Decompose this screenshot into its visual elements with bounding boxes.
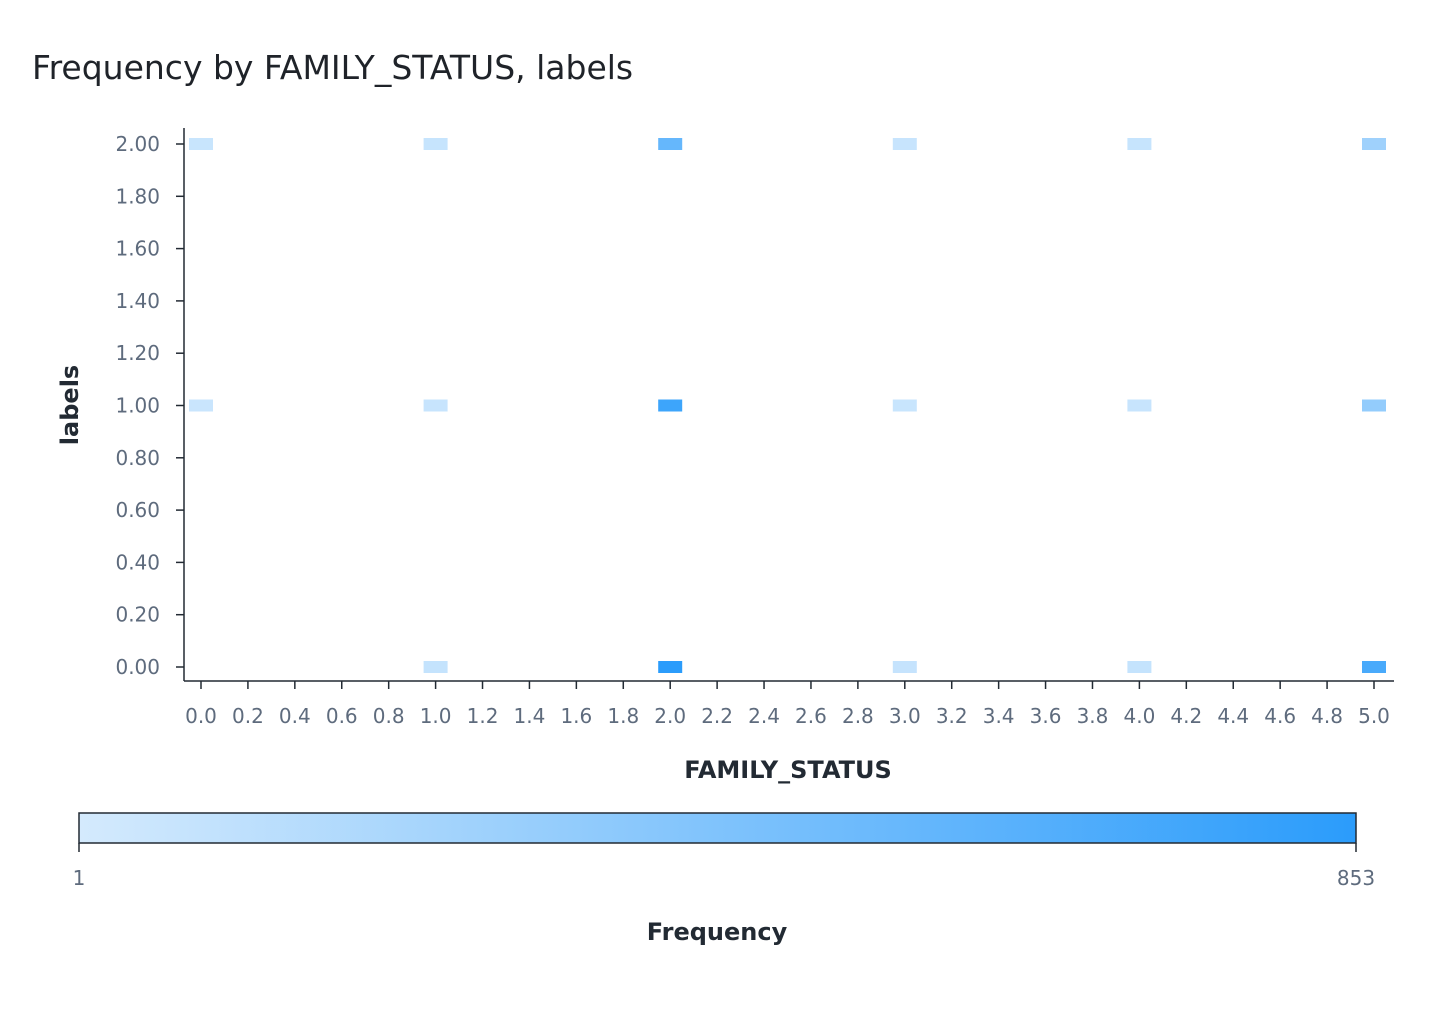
colorbar-gradient	[78, 812, 1357, 844]
heatmap-cell	[892, 399, 917, 412]
y-tick-label: 0.80	[115, 446, 160, 470]
heatmap-cell	[1362, 399, 1386, 412]
heatmap-cell	[1362, 661, 1386, 673]
x-tick-label: 4.8	[1311, 704, 1343, 728]
y-tick-label: 1.00	[115, 394, 160, 418]
x-tick-label: 4.4	[1217, 704, 1249, 728]
heatmap-cell	[892, 138, 917, 150]
x-tick-label: 0.8	[373, 704, 405, 728]
x-tick-label: 3.6	[1030, 704, 1062, 728]
heatmap-cell	[892, 661, 917, 673]
colorbar-legend: 1 853 Frequency	[73, 812, 1375, 946]
heatmap-cell	[189, 399, 213, 412]
axes: 0.0 0.2 0.4 0.6 0.8 1.0 1.2 1.4 1.6 1.8 2.0 2.2 2.4 2…	[115, 128, 1394, 728]
chart-title: Frequency by FAMILY_STATUS, labels	[32, 48, 634, 87]
heatmap-cell	[658, 399, 683, 412]
x-tick-label: 1.2	[467, 704, 499, 728]
colorbar-min-label: 1	[73, 866, 86, 890]
y-tick-label: 0.00	[115, 655, 160, 679]
x-tick-label: 0.0	[185, 704, 217, 728]
x-tick-label: 2.0	[654, 704, 686, 728]
x-tick-label: 1.0	[420, 704, 452, 728]
x-tick-label: 2.4	[748, 704, 780, 728]
y-tick-label: 2.00	[115, 132, 160, 156]
heatmap-cell	[1362, 138, 1386, 150]
x-tick-label: 3.4	[983, 704, 1015, 728]
y-tick-label: 0.60	[115, 498, 160, 522]
y-axis-title: labels	[56, 365, 84, 445]
x-tick-label: 1.6	[560, 704, 592, 728]
x-tick-label: 2.2	[701, 704, 733, 728]
colorbar-max-label: 853	[1337, 866, 1375, 890]
heatmap-cell	[658, 138, 683, 150]
heatmap-cell	[1127, 661, 1152, 673]
x-tick-label: 0.4	[279, 704, 311, 728]
x-axis-title: FAMILY_STATUS	[684, 756, 892, 784]
heatmap-cell	[189, 138, 213, 150]
y-tick-label: 1.40	[115, 289, 160, 313]
colorbar-title: Frequency	[647, 918, 788, 946]
x-tick-label: 3.2	[936, 704, 968, 728]
heatmap-cell	[423, 661, 448, 673]
x-tick-label: 0.6	[326, 704, 358, 728]
heatmap-cells	[189, 138, 1386, 673]
y-tick-label: 0.40	[115, 550, 160, 574]
x-tick-label: 4.0	[1123, 704, 1155, 728]
x-tick-label: 5.0	[1358, 704, 1390, 728]
x-tick-label: 2.8	[842, 704, 874, 728]
heatmap-cell	[658, 661, 683, 673]
x-tick-label: 1.8	[607, 704, 639, 728]
y-tick-label: 1.80	[115, 184, 160, 208]
x-tick-label: 3.0	[889, 704, 921, 728]
x-tick-label: 0.2	[232, 704, 264, 728]
heatmap-cell	[1127, 138, 1152, 150]
y-tick-label: 1.20	[115, 341, 160, 365]
heatmap-cell	[423, 399, 448, 412]
x-tick-label: 2.6	[795, 704, 827, 728]
x-tick-label: 4.2	[1170, 704, 1202, 728]
x-tick-label: 4.6	[1264, 704, 1296, 728]
x-tick-label: 1.4	[514, 704, 546, 728]
y-tick-label: 1.60	[115, 237, 160, 261]
x-tick-label: 3.8	[1077, 704, 1109, 728]
y-tick-label: 0.20	[115, 603, 160, 627]
heatmap-cell	[1127, 399, 1152, 412]
heatmap-cell	[423, 138, 448, 150]
